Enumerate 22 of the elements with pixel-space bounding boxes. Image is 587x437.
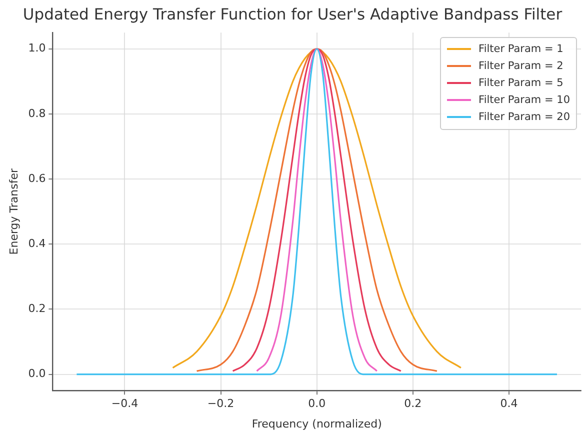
x-tick-label: −0.4	[111, 397, 138, 410]
y-tick-label: 0.6	[28, 172, 46, 185]
legend-label: Filter Param = 10	[478, 94, 570, 106]
x-tick-label: 0.2	[404, 397, 422, 410]
line-series	[232, 48, 402, 372]
legend-label: Filter Param = 1	[478, 43, 564, 56]
y-tick-label: 0.4	[28, 237, 46, 250]
x-tick-label: 0.4	[500, 397, 518, 410]
x-tick-label: −0.2	[207, 397, 234, 410]
chart-title: Updated Energy Transfer Function for User's Adaptive Bandpass Filter	[22, 5, 563, 24]
y-tick-label: 0.8	[28, 106, 46, 120]
y-axis-title: Energy Transfer	[7, 168, 20, 255]
y-tick-label: 0.2	[28, 302, 46, 316]
legend-label: Filter Param = 2	[478, 60, 564, 72]
line-series	[196, 48, 438, 372]
x-axis-title: Frequency (normalized)	[252, 417, 382, 430]
x-tick-label: 0.0	[308, 397, 326, 410]
y-tick-label: 0.0	[28, 367, 46, 380]
line-series	[256, 48, 378, 372]
y-tick-label: 1.0	[28, 42, 46, 55]
legend-label: Filter Param = 20	[478, 111, 570, 124]
legend-label: Filter Param = 5	[478, 77, 564, 90]
